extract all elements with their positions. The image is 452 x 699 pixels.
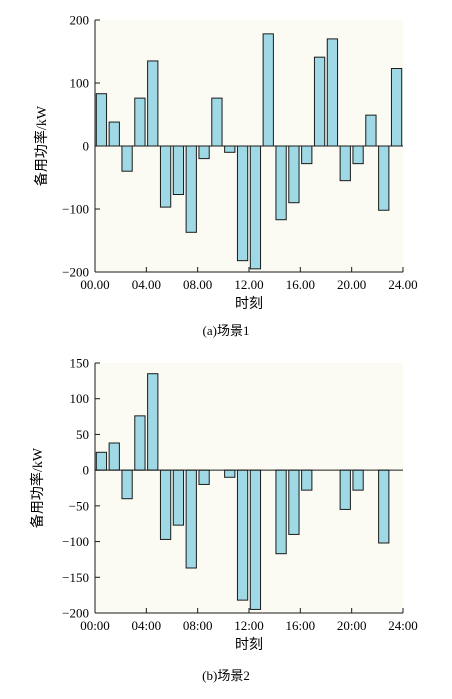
y-tick-label: 0 [83,463,90,478]
bar [339,145,351,182]
bar [185,469,197,569]
bar [352,469,364,491]
bar [121,145,133,172]
bar [339,469,351,510]
x-tick-label: 12.00 [234,277,263,292]
bar [249,469,262,610]
x-tick-label: 08:00 [183,618,213,633]
bar [275,145,287,221]
bar [352,145,364,165]
bar [95,451,108,471]
bar [198,469,210,485]
x-tick-label: 20:00 [337,618,367,633]
bar [121,469,133,500]
bar [172,145,185,196]
bar [147,60,159,147]
y-tick-label: −100 [62,202,89,217]
bar [275,469,287,555]
bar [262,33,274,147]
bar [288,469,300,535]
bar [198,145,210,160]
x-axis-title: 时刻 [235,296,263,312]
bar [326,38,339,147]
y-tick-label: 150 [70,356,90,371]
bar [236,469,249,601]
chart-caption-b: (b)场景2 [202,668,250,683]
bar [313,56,326,147]
bar [108,442,120,471]
bar [301,469,313,491]
bar [390,68,403,147]
x-tick-label: 00.00 [80,277,109,292]
x-tick-label: 24:00 [388,618,418,633]
bar [147,373,159,471]
y-tick-label: 0 [83,139,90,154]
x-tick-label: 16.00 [286,277,315,292]
y-tick-label: 50 [76,427,89,442]
x-tick-label: 04.00 [132,277,161,292]
bar [172,469,185,526]
bar [185,145,197,233]
plot-area [95,363,403,613]
x-tick-label: 00:00 [80,618,110,633]
bar [211,97,223,147]
bar [134,97,146,147]
bar [108,121,120,147]
y-tick-label: −50 [69,498,89,513]
bar [288,145,300,204]
bar [134,415,146,471]
bar [236,145,249,262]
bar [301,145,313,165]
chart-scenario-1: −200 −100 0 100 200 00.00 04.00 08.00 12.00 16.00… [33,13,418,313]
y-axis-title: 备用功率/kW [29,447,46,528]
y-axis-title: 备用功率/kW [33,105,50,186]
bar [249,145,262,270]
x-tick-label: 04:00 [132,618,162,633]
chart-caption-a: (a)场景1 [202,323,250,338]
y-tick-label: −150 [62,570,89,585]
bar [378,145,390,211]
y-tick-label: −100 [62,534,89,549]
y-tick-label: −200 [62,606,89,621]
bar [224,145,236,153]
y-tick-label: 100 [70,76,90,91]
y-tick-label: −200 [62,265,89,280]
bar [365,114,377,147]
bar [95,93,108,147]
x-tick-label: 24.00 [388,277,417,292]
y-tick-label: 200 [70,13,90,28]
x-tick-label: 12:00 [234,618,264,633]
chart-scenario-2: −200 −150 −100 −50 0 50 100 150 00:00 04:00 08:00 1… [29,356,418,654]
x-tick-label: 08.00 [183,277,212,292]
x-axis-title: 时刻 [235,637,263,653]
x-tick-label: 16:00 [286,618,316,633]
bar [378,469,390,544]
bar [159,145,172,208]
y-tick-label: 100 [70,391,90,406]
bar [159,469,172,540]
bar [224,469,236,478]
x-tick-label: 20.00 [337,277,366,292]
